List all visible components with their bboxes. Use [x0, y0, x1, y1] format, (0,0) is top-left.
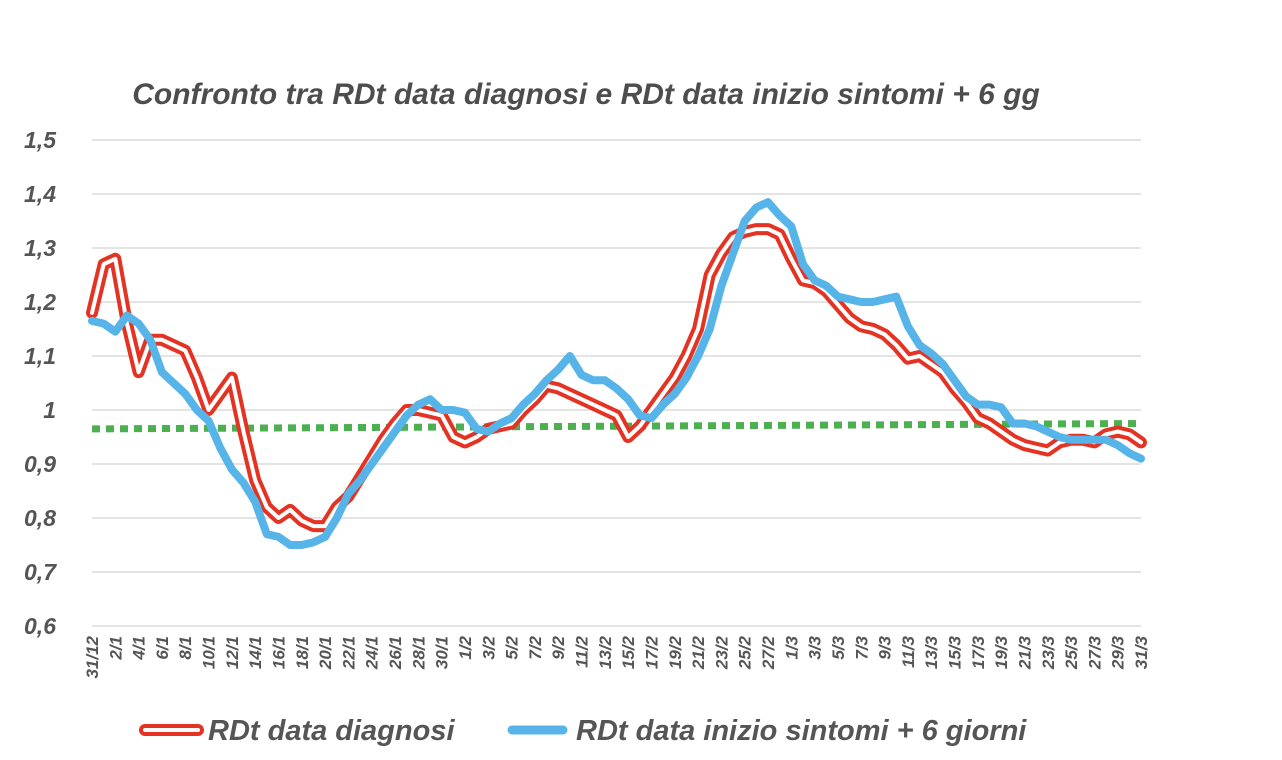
x-tick-label: 4/1 — [130, 636, 149, 661]
series-line-diagnosi-inner — [90, 227, 1143, 529]
y-tick-label: 1,2 — [24, 289, 56, 315]
legend-item-sintomi: RDt data inizio sintomi + 6 giorni — [507, 715, 1027, 747]
x-tick-label: 7/2 — [526, 635, 545, 659]
x-tick-label: 29/3 — [1109, 635, 1128, 670]
x-tick-label: 13/3 — [922, 635, 941, 669]
x-tick-label: 8/1 — [176, 636, 195, 660]
x-tick-label: 6/1 — [153, 636, 172, 660]
grid — [92, 139, 1141, 627]
x-tick-label: 2/1 — [106, 636, 125, 661]
x-tick-label: 28/1 — [409, 636, 428, 670]
x-tick-label: 9/2 — [549, 635, 568, 659]
x-tick-label: 22/1 — [339, 636, 358, 670]
x-tick-label: 25/2 — [736, 635, 755, 670]
legend-item-diagnosi: RDt data diagnosi — [139, 715, 455, 747]
x-tick-label: 15/2 — [619, 635, 638, 669]
x-tick-label: 27/2 — [759, 635, 778, 670]
y-tick-label: 1 — [43, 397, 56, 423]
x-tick-label: 5/3 — [829, 635, 848, 659]
x-tick-label: 1/3 — [782, 635, 801, 659]
x-tick-label: 18/1 — [293, 636, 312, 669]
x-tick-label: 13/2 — [596, 635, 615, 669]
series-line-sintomi — [88, 198, 1145, 549]
x-tick-label: 26/1 — [386, 636, 405, 670]
x-axis-ticks: 31/12 2/1 4/1 6/1 8/1 10/1 12/1 14/1 16/1 18/1 20/… — [83, 635, 1151, 678]
x-tick-label: 23/3 — [1039, 635, 1058, 670]
x-tick-label: 10/1 — [200, 636, 219, 669]
x-tick-label: 12/1 — [223, 636, 242, 669]
x-tick-label: 3/3 — [806, 635, 825, 659]
y-tick-label: 1,4 — [24, 181, 56, 207]
x-tick-label: 5/2 — [503, 635, 522, 659]
x-tick-label: 17/2 — [642, 635, 661, 669]
x-tick-label: 15/3 — [946, 635, 965, 669]
y-tick-label: 0,6 — [24, 613, 56, 639]
x-tick-label: 3/2 — [479, 635, 498, 659]
y-tick-label: 1,5 — [24, 127, 57, 153]
x-tick-label: 25/3 — [1062, 635, 1081, 670]
x-tick-label: 14/1 — [246, 636, 265, 669]
x-tick-label: 9/3 — [876, 635, 895, 659]
series-group — [86, 198, 1147, 549]
x-tick-label: 11/3 — [899, 635, 918, 667]
y-tick-label: 1,3 — [24, 235, 56, 261]
x-tick-label: 17/3 — [969, 635, 988, 669]
x-tick-label: 23/2 — [712, 635, 731, 670]
x-tick-label: 24/1 — [363, 636, 382, 670]
y-tick-label: 1,1 — [24, 343, 56, 369]
y-tick-label: 0,8 — [24, 505, 56, 531]
legend-label-diagnosi: RDt data diagnosi — [208, 715, 455, 747]
x-tick-label: 19/3 — [992, 635, 1011, 669]
legend-label-sintomi: RDt data inizio sintomi + 6 giorni — [576, 715, 1027, 747]
x-tick-label: 7/3 — [852, 635, 871, 659]
x-tick-label: 31/3 — [1132, 635, 1151, 669]
x-tick-label: 19/2 — [666, 635, 685, 669]
x-tick-label: 1/2 — [456, 635, 475, 659]
y-tick-label: 0,9 — [24, 451, 56, 477]
x-tick-label: 31/12 — [83, 635, 102, 678]
series-line-diagnosi — [86, 223, 1147, 533]
x-tick-label: 21/3 — [1015, 635, 1034, 670]
x-tick-label: 27/3 — [1085, 635, 1104, 670]
y-tick-label: 0,7 — [24, 559, 57, 585]
x-tick-label: 21/2 — [689, 635, 708, 670]
x-tick-label: 16/1 — [269, 636, 288, 669]
chart-title: Confronto tra RDt data diagnosi e RDt da… — [132, 78, 1040, 111]
x-tick-label: 30/1 — [433, 636, 452, 669]
legend: RDt data diagnosi RDt data inizio sintom… — [139, 715, 1027, 747]
x-tick-label: 11/2 — [573, 635, 592, 667]
x-tick-label: 20/1 — [316, 636, 335, 670]
y-axis-ticks: 0,6 0,7 0,8 0,9 1 1,1 1,2 1,3 1,4 1,5 — [24, 127, 57, 639]
